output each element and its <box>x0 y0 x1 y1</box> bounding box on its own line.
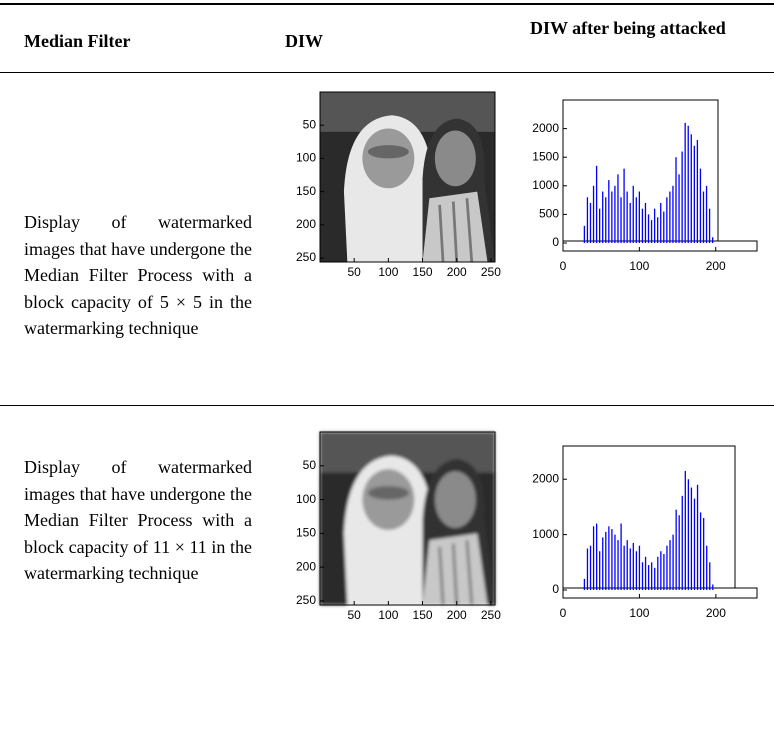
x-tick-label: 200 <box>447 265 467 279</box>
y-tick-label: 100 <box>296 492 316 506</box>
page: {"header": ["Median Filter", "DIW", "DIW… <box>0 0 774 755</box>
x-tick-label: 200 <box>447 608 467 622</box>
photo-image <box>320 92 495 262</box>
x-tick-label: 100 <box>378 608 398 622</box>
y-tick-label: 250 <box>296 593 316 607</box>
y-tick-label: 150 <box>296 184 316 198</box>
x-tick-label: 100 <box>378 265 398 279</box>
y-tick-label: 500 <box>539 207 559 221</box>
page-body: Median Filter DIW DIW after being attack… <box>0 0 774 755</box>
photo-image <box>320 432 495 605</box>
y-tick-label: 200 <box>296 559 316 573</box>
y-tick-label: 1500 <box>532 149 559 163</box>
photo <box>320 92 495 262</box>
y-tick-label: 50 <box>303 117 317 131</box>
y-tick-label: 0 <box>552 582 559 596</box>
y-tick-label: 50 <box>303 458 317 472</box>
figures: 5010015020025050100150200250010020005001… <box>0 0 774 755</box>
x-tick-label: 250 <box>481 608 501 622</box>
y-tick-label: 2000 <box>532 471 559 485</box>
y-tick-label: 2000 <box>532 121 559 135</box>
x-tick-label: 200 <box>706 606 726 620</box>
y-tick-label: 100 <box>296 151 316 165</box>
x-tick-label: 150 <box>413 265 433 279</box>
x-tick-label: 100 <box>629 606 649 620</box>
x-tick-label: 150 <box>413 608 433 622</box>
x-tick-label: 50 <box>348 608 362 622</box>
x-tick-label: 0 <box>560 259 567 273</box>
x-tick-label: 200 <box>706 259 726 273</box>
axis-strip <box>563 588 757 598</box>
y-tick-label: 250 <box>296 250 316 264</box>
axis-strip <box>563 241 757 251</box>
y-tick-label: 1000 <box>532 527 559 541</box>
x-tick-label: 100 <box>629 259 649 273</box>
y-tick-label: 200 <box>296 217 316 231</box>
y-tick-label: 1000 <box>532 178 559 192</box>
y-tick-label: 0 <box>552 235 559 249</box>
x-tick-label: 50 <box>348 265 362 279</box>
x-tick-label: 0 <box>560 606 567 620</box>
photo <box>320 432 495 605</box>
y-tick-label: 150 <box>296 526 316 540</box>
x-tick-label: 250 <box>481 265 501 279</box>
